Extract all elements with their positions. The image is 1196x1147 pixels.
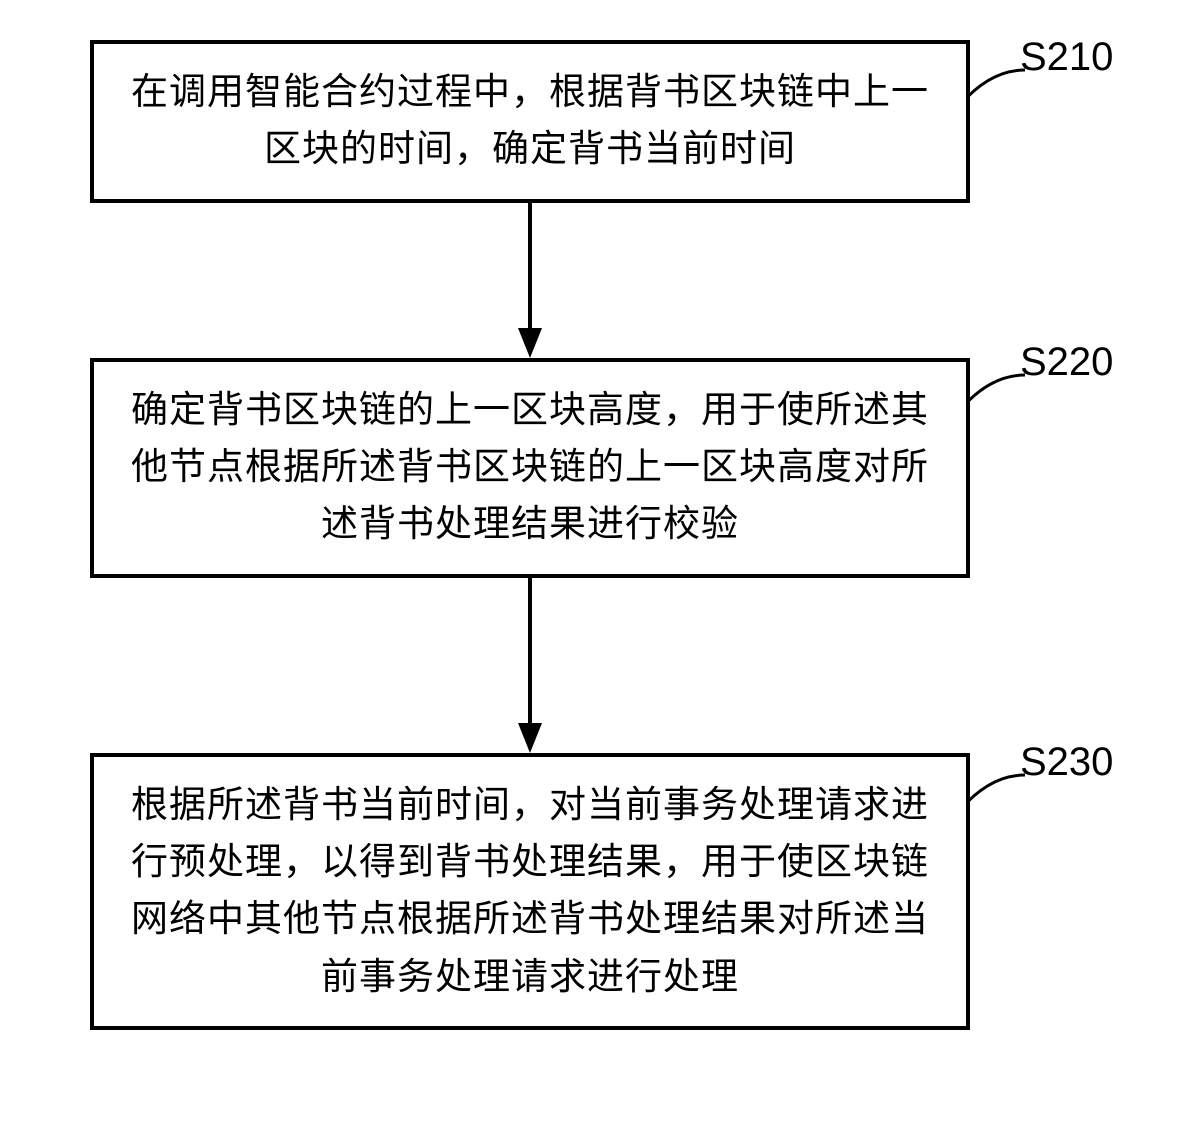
step-box-s220: 确定背书区块链的上一区块高度，用于使所述其他节点根据所述背书区块链的上一区块高度… bbox=[90, 358, 970, 578]
step-text-s220: 确定背书区块链的上一区块高度，用于使所述其他节点根据所述背书区块链的上一区块高度… bbox=[124, 382, 936, 554]
arrow-2 bbox=[90, 578, 970, 753]
step-box-s230: 根据所述背书当前时间，对当前事务处理请求进行预处理，以得到背书处理结果，用于使区… bbox=[90, 753, 970, 1030]
arrow-svg-1 bbox=[510, 203, 550, 358]
step-text-s230: 根据所述背书当前时间，对当前事务处理请求进行预处理，以得到背书处理结果，用于使区… bbox=[124, 777, 936, 1006]
flowchart-container: S210 在调用智能合约过程中，根据背书区块链中上一区块的时间，确定背书当前时间… bbox=[90, 40, 1106, 1030]
arrow-1 bbox=[90, 203, 970, 358]
arrow-svg-2 bbox=[510, 578, 550, 753]
step-box-s210: 在调用智能合约过程中，根据背书区块链中上一区块的时间，确定背书当前时间 bbox=[90, 40, 970, 203]
step-text-s210: 在调用智能合约过程中，根据背书区块链中上一区块的时间，确定背书当前时间 bbox=[124, 64, 936, 179]
connector-s230 bbox=[960, 770, 1040, 830]
connector-s220 bbox=[960, 370, 1040, 430]
connector-s210 bbox=[960, 65, 1040, 125]
